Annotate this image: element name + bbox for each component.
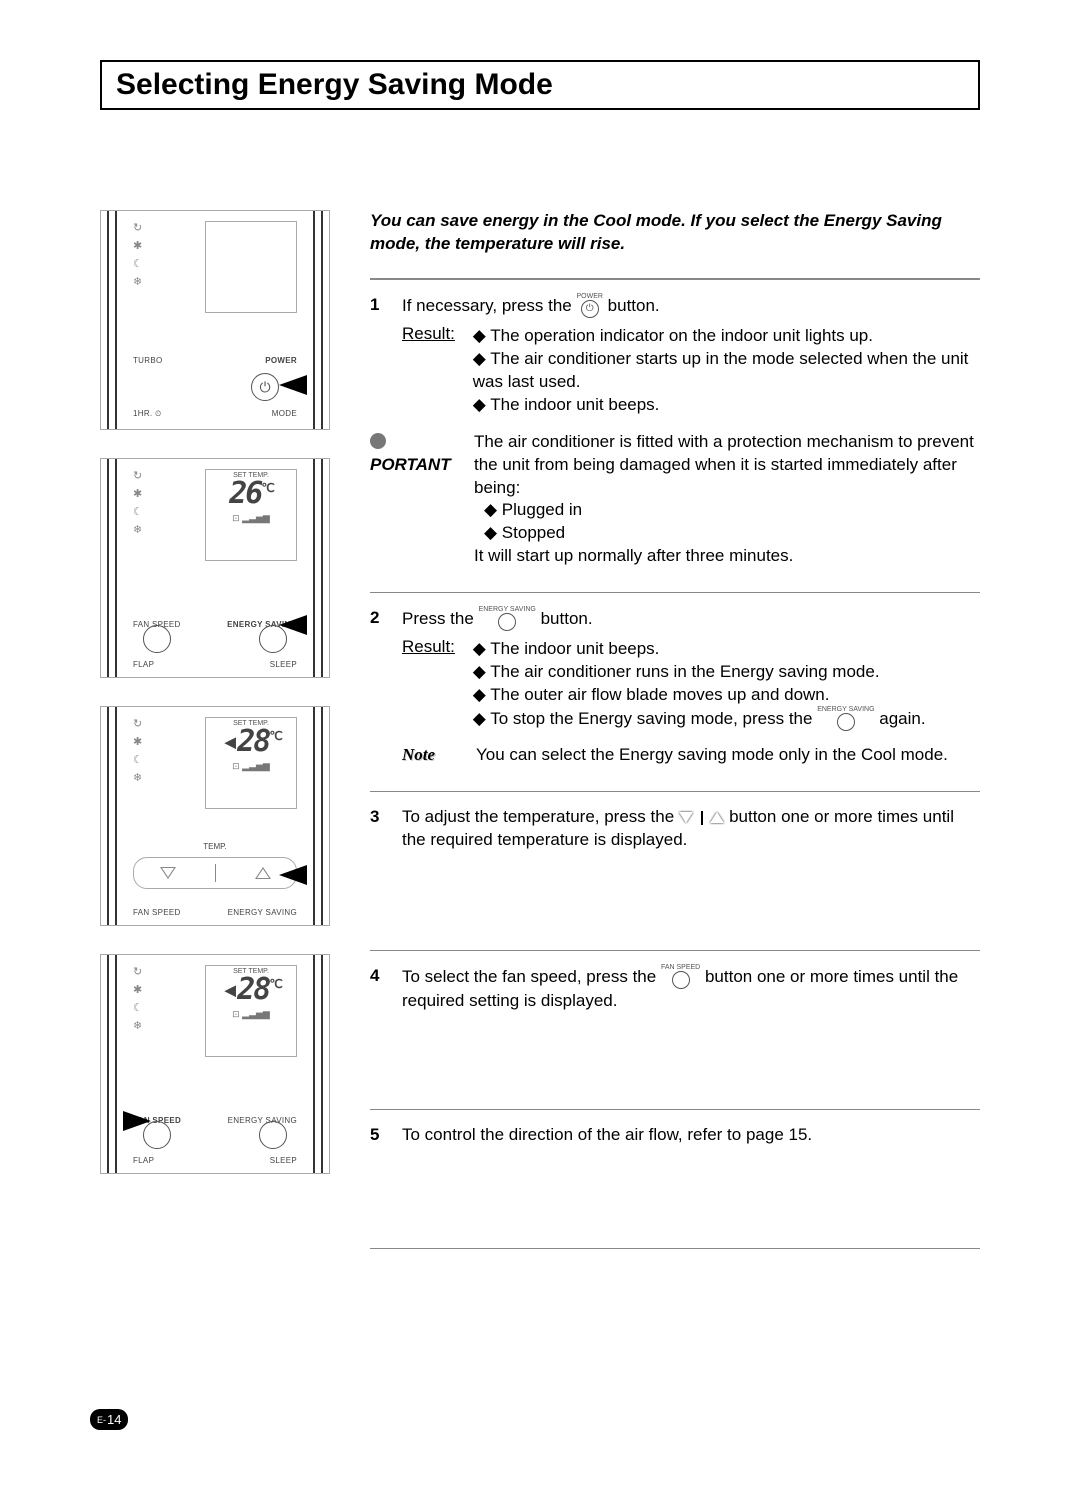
divider (370, 950, 980, 951)
content-columns: ↻✱☾❄ TURBO POWER ⏻ 1HR. ⏲ MODE (100, 210, 980, 1263)
lcd-28: SET TEMP. ◂28℃ ⊡ ▂▃▅▆ (205, 717, 297, 809)
result-label: Result: (402, 636, 468, 659)
energy-saving-button-icon: ENERGY SAVING (479, 606, 536, 631)
note-label: Note (402, 744, 462, 767)
pointer-arrow-icon (123, 1111, 151, 1131)
manual-page: Selecting Energy Saving Mode ↻✱☾❄ TURBO … (0, 0, 1080, 1510)
temp-up-down (133, 857, 297, 889)
important-callout: PORTANT The air conditioner is fitted wi… (370, 431, 980, 569)
pointer-arrow-icon (279, 615, 307, 635)
title-bar: Selecting Energy Saving Mode (100, 60, 980, 110)
pointer-arrow-icon (279, 865, 307, 885)
power-button-icon: POWER⏻ (576, 293, 602, 318)
divider (370, 1109, 980, 1110)
step-4: 4 To select the fan speed, press the FAN… (370, 965, 980, 1085)
temp-down-icon (679, 812, 693, 823)
important-bullets: Plugged in Stopped (474, 499, 980, 545)
divider (370, 278, 980, 280)
energy-saving-button-icon: ENERGY SAVING (817, 706, 874, 731)
remote-fig-1: ↻✱☾❄ TURBO POWER ⏻ 1HR. ⏲ MODE (100, 210, 330, 430)
divider (370, 1248, 980, 1249)
divider (370, 791, 980, 792)
1hr-label: 1HR. ⏲ (133, 409, 162, 419)
lcd-28b: SET TEMP. ◂28℃ ⊡ ▂▃▅▆ (205, 965, 297, 1057)
step-2: 2 Press the ENERGY SAVING button. Result… (370, 607, 980, 767)
remote-fig-3: ↻✱☾❄ SET TEMP. ◂28℃ ⊡ ▂▃▅▆ TEMP. (100, 706, 330, 926)
instructions: You can save energy in the Cool mode. If… (370, 210, 980, 1263)
divider (370, 592, 980, 593)
remote-fig-2: ↻✱☾❄ SET TEMP. 26℃ ⊡ ▂▃▅▆ FAN SPEED ENER… (100, 458, 330, 678)
step-1: 1 If necessary, press the POWER⏻ button.… (370, 294, 980, 417)
temp-up-icon (710, 812, 724, 823)
temp-up-icon (255, 867, 271, 879)
result-list: The indoor unit beeps. The air condition… (473, 638, 979, 732)
result-list: The operation indicator on the indoor un… (473, 325, 979, 417)
temp-label: TEMP. (133, 842, 297, 851)
remote-fig-4: ↻✱☾❄ SET TEMP. ◂28℃ ⊡ ▂▃▅▆ FAN SPEED ENE… (100, 954, 330, 1174)
page-number: E-14 (90, 1409, 128, 1430)
power-button: ⏻ (251, 373, 279, 401)
page-title: Selecting Energy Saving Mode (116, 68, 964, 102)
lcd-blank (205, 221, 297, 313)
lcd-26: SET TEMP. 26℃ ⊡ ▂▃▅▆ (205, 469, 297, 561)
result-label: Result: (402, 323, 468, 346)
temp-down-icon (160, 867, 176, 879)
pointer-arrow-icon (279, 375, 307, 395)
remote-illustrations: ↻✱☾❄ TURBO POWER ⏻ 1HR. ⏲ MODE (100, 210, 330, 1263)
power-label: POWER (265, 356, 297, 365)
mode-label: MODE (272, 409, 297, 419)
intro-text: You can save energy in the Cool mode. If… (370, 210, 980, 256)
fan-speed-button (143, 625, 171, 653)
fan-speed-button-icon: FAN SPEED (661, 964, 700, 989)
turbo-label: TURBO (133, 356, 163, 365)
step-3: 3 To adjust the temperature, press the b… (370, 806, 980, 926)
step-5: 5 To control the direction of the air fl… (370, 1124, 980, 1224)
energy-saving-button (259, 1121, 287, 1149)
